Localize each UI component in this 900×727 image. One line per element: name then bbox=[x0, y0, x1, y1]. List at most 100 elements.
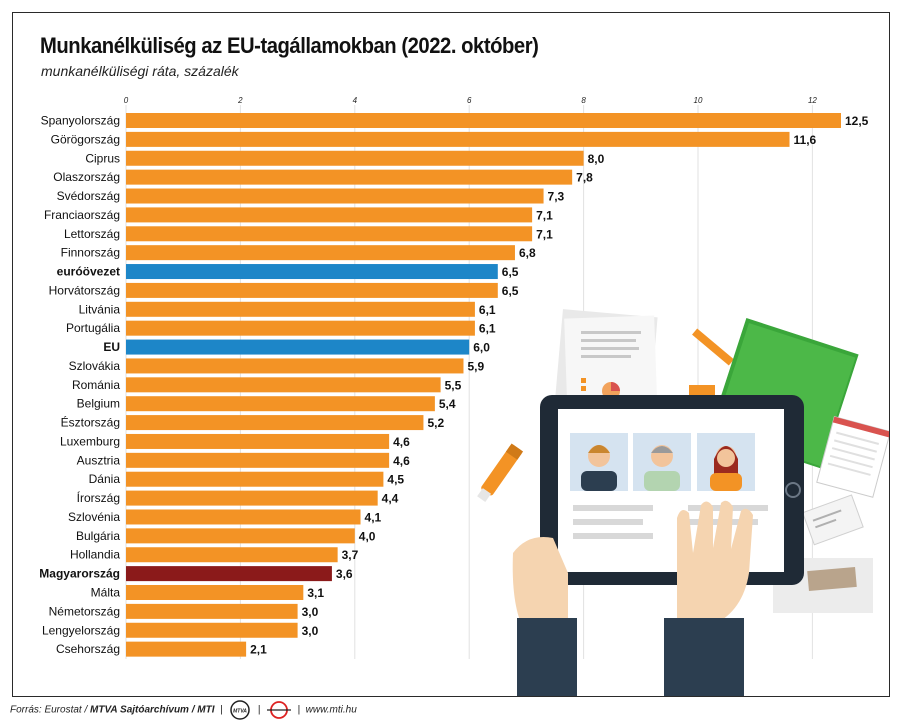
separator: | bbox=[294, 704, 303, 716]
value-label: 6,1 bbox=[479, 303, 496, 317]
bar bbox=[126, 264, 498, 280]
value-label: 8,0 bbox=[588, 152, 605, 166]
bar bbox=[126, 415, 424, 431]
bar bbox=[126, 433, 390, 449]
value-label: 5,2 bbox=[427, 416, 444, 430]
bar bbox=[126, 566, 332, 582]
chart-subtitle: munkanélküliségi ráta, százalék bbox=[41, 63, 239, 79]
value-label: 7,1 bbox=[536, 208, 553, 222]
value-label: 6,0 bbox=[473, 341, 490, 355]
value-label: 3,6 bbox=[336, 567, 353, 581]
category-label: Magyarország bbox=[39, 567, 120, 581]
category-label: Csehország bbox=[56, 642, 120, 656]
value-label: 6,8 bbox=[519, 246, 536, 260]
category-label: Franciaország bbox=[44, 208, 120, 222]
tablet-illustration bbox=[540, 395, 804, 585]
bar bbox=[126, 207, 533, 223]
category-label: Hollandia bbox=[70, 548, 120, 562]
value-label: 12,5 bbox=[845, 114, 869, 128]
separator: | bbox=[255, 704, 264, 716]
value-labels: 12,511,68,07,87,37,17,16,86,56,56,16,16,… bbox=[250, 114, 869, 657]
bar bbox=[126, 396, 435, 412]
bar bbox=[126, 603, 298, 619]
category-label: Írország bbox=[77, 490, 120, 505]
value-label: 4,6 bbox=[393, 435, 410, 449]
bar bbox=[126, 490, 378, 506]
bar bbox=[126, 226, 533, 242]
tick-label: 12 bbox=[808, 96, 817, 105]
publisher-label: MTVA Sajtóarchívum / MTI bbox=[90, 704, 215, 716]
category-label: Portugália bbox=[66, 321, 120, 335]
bar bbox=[126, 528, 355, 544]
category-label: Luxemburg bbox=[60, 434, 120, 448]
category-label: Ciprus bbox=[85, 151, 120, 165]
bar bbox=[126, 339, 470, 355]
category-label: Spanyolország bbox=[41, 114, 120, 128]
infographic-frame: Munkanélküliség az EU-tagállamokban (202… bbox=[12, 12, 890, 697]
value-label: 2,1 bbox=[250, 643, 267, 657]
card-illustration bbox=[802, 494, 864, 546]
category-label: Lettország bbox=[64, 227, 120, 241]
bar bbox=[126, 641, 247, 657]
bar bbox=[126, 358, 464, 374]
bar bbox=[126, 471, 384, 487]
mti-logo bbox=[266, 701, 291, 719]
bars bbox=[126, 113, 841, 657]
value-label: 3,7 bbox=[342, 548, 359, 562]
notepad-illustration bbox=[816, 415, 889, 498]
category-label: Litvánia bbox=[79, 302, 121, 316]
tick-label: 8 bbox=[581, 96, 586, 105]
value-label: 7,8 bbox=[576, 171, 593, 185]
value-label: 3,1 bbox=[307, 586, 324, 600]
category-label: Málta bbox=[91, 586, 121, 600]
footer: Forrás: Eurostat / MTVA Sajtóarchívum / … bbox=[10, 700, 357, 720]
tick-label: 2 bbox=[237, 96, 243, 105]
value-label: 6,1 bbox=[479, 322, 496, 336]
value-label: 11,6 bbox=[794, 133, 817, 147]
category-label: Belgium bbox=[77, 397, 120, 411]
bar bbox=[126, 585, 304, 600]
category-label: Lengyelország bbox=[42, 623, 120, 637]
category-label: Dánia bbox=[89, 472, 121, 486]
value-label: 4,6 bbox=[393, 454, 410, 468]
category-label: EU bbox=[103, 340, 120, 354]
value-label: 5,5 bbox=[445, 378, 462, 392]
bar bbox=[126, 377, 441, 393]
category-labels: Spanyolország Görögország Ciprus Olaszorszá… bbox=[39, 114, 120, 657]
mtva-logo-text: MTVA bbox=[233, 709, 247, 715]
category-label: Finnország bbox=[61, 246, 120, 260]
category-label: Ausztria bbox=[77, 453, 121, 467]
bar bbox=[126, 452, 390, 468]
bar bbox=[126, 245, 515, 261]
value-label: 3,0 bbox=[302, 605, 319, 619]
eraser-illustration bbox=[773, 558, 873, 613]
value-label: 7,3 bbox=[548, 190, 565, 204]
bar bbox=[126, 547, 338, 563]
bar bbox=[126, 150, 584, 166]
value-label: 4,0 bbox=[359, 529, 376, 543]
category-label: Románia bbox=[72, 378, 120, 392]
value-label: 4,4 bbox=[382, 492, 399, 506]
category-label: Szlovákia bbox=[69, 359, 121, 373]
bar bbox=[126, 131, 790, 147]
value-label: 6,5 bbox=[502, 265, 519, 279]
marker-illustration bbox=[477, 443, 524, 502]
category-label: Bulgária bbox=[76, 529, 120, 543]
category-label: Szlovénia bbox=[68, 510, 120, 524]
mtva-logo: MTVA bbox=[230, 700, 250, 720]
axis-ticks: 0 2 4 6 8 10 12 bbox=[124, 96, 818, 105]
website-link[interactable]: www.mti.hu bbox=[305, 704, 357, 716]
category-label: Svédország bbox=[57, 189, 120, 203]
category-label: euróövezet bbox=[57, 265, 120, 279]
bar bbox=[126, 282, 498, 298]
bar bbox=[126, 301, 475, 317]
value-label: 4,5 bbox=[387, 473, 404, 487]
value-label: 6,5 bbox=[502, 284, 519, 298]
bar bbox=[126, 320, 475, 336]
bar bbox=[126, 622, 298, 638]
bar bbox=[126, 188, 544, 204]
value-label: 5,4 bbox=[439, 397, 456, 411]
separator: | bbox=[217, 704, 226, 716]
tick-label: 0 bbox=[124, 96, 129, 105]
tick-label: 10 bbox=[694, 96, 703, 105]
